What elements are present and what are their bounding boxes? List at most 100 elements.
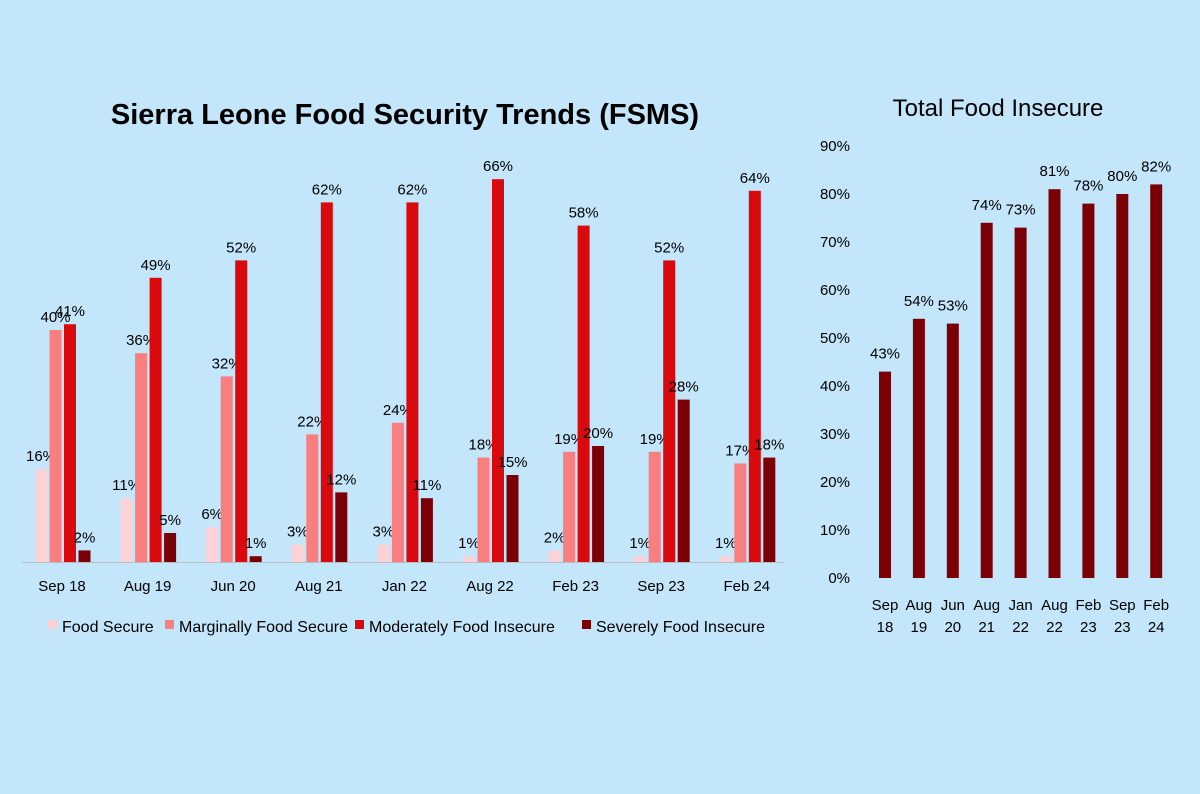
main-x-tick-label: Aug 19 — [124, 578, 172, 595]
main-bar-label: 1% — [458, 535, 480, 552]
main-bar-label: 11% — [112, 477, 141, 494]
side-bar — [1082, 203, 1095, 578]
side-x-tick-label: Sep — [1109, 597, 1136, 614]
main-bar — [149, 277, 162, 562]
main-bar — [420, 498, 433, 562]
main-bar-label: 18% — [468, 437, 498, 454]
main-bar — [677, 399, 690, 562]
side-chart: 0% 10% 20% 30% 40% 50% 60% 70% 80% 90% 43% Sep 18 54%… — [820, 138, 1171, 636]
main-bar — [120, 498, 133, 562]
side-x-tick-label: 23 — [1080, 619, 1097, 636]
side-y-tick-label: 70% — [820, 234, 850, 251]
main-bar-label: 28% — [669, 379, 699, 396]
side-bar — [1048, 189, 1061, 578]
main-x-tick-label: Sep 23 — [637, 578, 685, 595]
main-bar-label: 15% — [497, 454, 527, 471]
main-bar — [249, 556, 262, 562]
main-x-tick-label: Sep 18 — [38, 578, 86, 595]
side-x-tick-label: Jan — [1009, 597, 1033, 614]
main-bar-label: 5% — [159, 512, 181, 529]
legend-label: Marginally Food Secure — [179, 619, 348, 636]
side-x-tick-label: 22 — [1046, 619, 1063, 636]
main-bar-label: 18% — [754, 437, 784, 454]
main-bar — [563, 451, 576, 562]
legend-swatch — [355, 620, 364, 629]
main-bar — [506, 475, 519, 562]
main-x-tick-label: Feb 24 — [723, 578, 770, 595]
side-bar-label: 80% — [1107, 168, 1137, 185]
main-bar-label: 24% — [383, 402, 413, 419]
main-bar-label: 36% — [126, 332, 156, 349]
main-bar — [391, 422, 404, 562]
side-x-tick-label: 21 — [978, 619, 995, 636]
side-x-tick-label: Aug — [906, 597, 933, 614]
legend-label: Food Secure — [62, 619, 154, 636]
main-bar — [592, 446, 605, 562]
main-x-tick-label: Aug 21 — [295, 578, 343, 595]
side-y-tick-label: 20% — [820, 474, 850, 491]
main-bar — [164, 533, 177, 562]
side-bar — [980, 222, 993, 579]
side-y-tick-label: 0% — [828, 570, 850, 587]
main-bar-label: 66% — [483, 158, 513, 175]
main-bar — [78, 550, 91, 562]
main-bar — [377, 544, 390, 562]
main-bar-label: 52% — [654, 239, 684, 256]
main-bar — [463, 556, 475, 562]
side-x-tick-label: 24 — [1148, 619, 1165, 636]
main-bar-label: 64% — [740, 170, 770, 187]
side-x-tick-label: Sep — [872, 597, 899, 614]
side-x-tick-label: Jun — [941, 597, 965, 614]
side-bar-label: 82% — [1141, 158, 1171, 175]
main-bar — [748, 190, 761, 563]
main-chart: 16% 40%41% 2% Sep 18 11% 36% 49% 5% Aug 19 6% 32% 5… — [22, 158, 785, 595]
side-x-tick-label: Aug — [1041, 597, 1068, 614]
main-bar — [306, 434, 319, 562]
main-bar-label: 16% — [26, 448, 56, 465]
side-x-tick-label: 22 — [1012, 619, 1029, 636]
main-bar-label: 22% — [297, 413, 327, 430]
side-x-tick-label: Aug — [973, 597, 1000, 614]
main-bar-label: 52% — [226, 239, 256, 256]
side-bar-label: 54% — [904, 293, 934, 310]
main-bar-label: 19% — [640, 431, 670, 448]
main-bar-label: 62% — [397, 181, 427, 198]
main-bar — [49, 330, 62, 562]
main-x-tick-label: Jan 22 — [382, 578, 427, 595]
side-bar — [912, 318, 925, 578]
main-chart-title: Sierra Leone Food Security Trends (FSMS) — [111, 99, 699, 131]
main-bar-label: 41% — [55, 303, 85, 320]
main-bar-label: 3% — [287, 524, 309, 541]
side-x-tick-label: Feb — [1075, 597, 1101, 614]
side-x-tick-label: 20 — [944, 619, 961, 636]
main-bar-label: 62% — [312, 181, 342, 198]
side-bar-label: 53% — [938, 298, 968, 315]
main-bar-label: 11% — [412, 477, 441, 494]
main-bar-label: 12% — [326, 471, 356, 488]
side-y-tick-label: 60% — [820, 282, 850, 299]
legend-label: Severely Food Insecure — [596, 619, 765, 636]
main-bar — [634, 556, 647, 562]
main-bar-label: 58% — [569, 205, 599, 222]
main-bar — [220, 376, 233, 562]
main-bar — [719, 556, 732, 562]
main-bar-label: 1% — [629, 535, 651, 552]
main-bar — [477, 457, 490, 562]
main-bar-label: 2% — [544, 529, 566, 546]
main-bar-label: 1% — [245, 535, 267, 552]
side-y-tick-label: 30% — [820, 426, 850, 443]
main-x-tick-label: Feb 23 — [552, 578, 599, 595]
main-bar-label: 20% — [583, 425, 613, 442]
main-x-tick-label: Jun 20 — [211, 578, 256, 595]
main-bar-label: 3% — [373, 524, 395, 541]
legend-swatch — [582, 620, 591, 629]
main-bar — [406, 202, 419, 562]
side-bar-label: 78% — [1073, 178, 1103, 195]
main-bar-label: 49% — [141, 257, 171, 274]
main-bar-label: 19% — [554, 431, 584, 448]
side-x-tick-label: 18 — [877, 619, 894, 636]
main-bar-label: 32% — [212, 355, 242, 372]
main-x-tick-label: Aug 22 — [466, 578, 514, 595]
side-bar — [879, 371, 891, 578]
